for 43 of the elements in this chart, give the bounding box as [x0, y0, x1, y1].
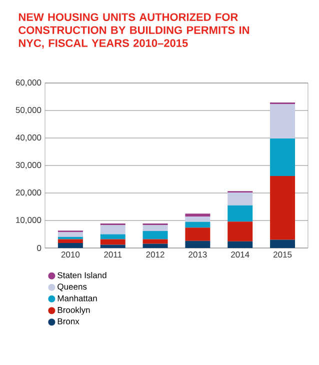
bar — [100, 239, 126, 245]
x-tick-label: 2011 — [104, 252, 122, 258]
bar — [58, 232, 83, 237]
bar — [58, 243, 83, 248]
bar — [142, 225, 168, 231]
bar — [185, 222, 210, 228]
legend-label: Manhattan — [58, 295, 97, 302]
legend-label: Queens — [58, 284, 87, 292]
chart-title: NEW HOUSING UNITS AUTHORIZED FOR CONSTRUCTION BY BUILDING PERMITS IN NYC, FISCAL YEARS 2010–2015 — [18, 13, 250, 49]
x-tick-label: 2015 — [274, 252, 292, 258]
bar — [58, 239, 83, 244]
bar — [142, 239, 168, 244]
y-tick-label: 0 — [37, 244, 42, 251]
x-tick-label: 2012 — [146, 252, 164, 258]
y-tick-label: 60,000 — [16, 80, 42, 87]
bar — [100, 244, 126, 248]
bar — [100, 234, 126, 240]
bar — [270, 138, 296, 176]
bar — [185, 240, 210, 248]
legend-label: Bronx — [58, 318, 80, 324]
legend-label: Staten Island — [58, 272, 106, 278]
y-tick-label: 50,000 — [16, 107, 42, 114]
bar — [142, 244, 168, 248]
bar — [228, 241, 253, 248]
bar — [270, 176, 296, 240]
x-tick-label: 2013 — [188, 252, 207, 258]
bar — [185, 214, 210, 217]
bar — [228, 192, 253, 206]
y-tick-label: 20,000 — [16, 189, 42, 197]
legend-label: Brooklyn — [58, 306, 90, 315]
bar — [100, 225, 126, 234]
y-tick-label: 30,000 — [16, 162, 42, 170]
bar — [185, 216, 210, 222]
bar — [228, 222, 253, 242]
y-tick-label: 10,000 — [16, 216, 42, 224]
bar — [270, 104, 296, 139]
y-tick-label: 40,000 — [16, 134, 42, 142]
bar — [228, 205, 253, 222]
bar — [142, 230, 168, 240]
bar — [270, 240, 296, 248]
x-tick-label: 2014 — [231, 252, 250, 258]
x-tick-label: 2010 — [61, 252, 80, 258]
bar — [185, 228, 210, 241]
